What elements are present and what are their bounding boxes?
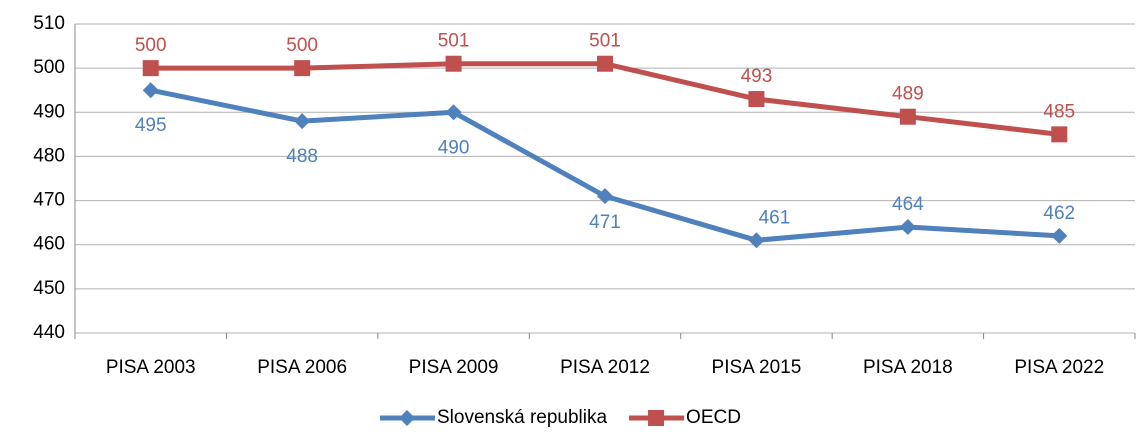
data-point (597, 55, 613, 72)
data-label: 464 (892, 194, 924, 215)
data-point (1051, 227, 1068, 244)
data-point (1051, 126, 1068, 143)
data-point (445, 104, 462, 121)
data-point (899, 108, 916, 125)
data-point (899, 219, 916, 236)
x-tick-label: PISA 2009 (409, 357, 499, 378)
y-tick-label: 450 (33, 278, 65, 299)
y-tick-label: 490 (33, 101, 65, 122)
data-label: 462 (1043, 203, 1075, 224)
x-tick-label: PISA 2022 (1014, 357, 1104, 378)
data-label: 493 (741, 66, 773, 87)
data-label: 501 (589, 31, 621, 52)
data-point (748, 232, 765, 249)
x-tick-label: PISA 2018 (863, 357, 953, 378)
legend-label: OECD (686, 407, 741, 428)
y-tick-label: 440 (33, 322, 65, 343)
data-point (748, 91, 765, 108)
data-label: 500 (286, 35, 318, 56)
legend-marker (648, 410, 665, 426)
y-tick-label: 460 (33, 234, 65, 255)
y-tick-label: 510 (33, 13, 65, 34)
data-label: 501 (438, 31, 470, 52)
data-label: 485 (1043, 101, 1075, 122)
x-tick-label: PISA 2006 (257, 357, 347, 378)
data-point (445, 55, 462, 72)
y-tick-label: 500 (33, 57, 65, 78)
data-label: 461 (759, 207, 791, 228)
data-label: 489 (892, 84, 924, 105)
data-label: 490 (438, 137, 470, 158)
data-label: 495 (135, 115, 167, 136)
x-tick-label: PISA 2015 (712, 357, 802, 378)
legend-label: Slovenská republika (437, 407, 607, 428)
data-point (142, 60, 159, 77)
data-point (142, 82, 159, 99)
x-tick-label: PISA 2012 (560, 357, 650, 378)
data-label: 488 (286, 146, 318, 167)
data-point (294, 113, 311, 130)
data-label: 471 (589, 212, 621, 233)
y-tick-label: 470 (33, 190, 65, 211)
data-label: 500 (135, 35, 167, 56)
data-point (597, 188, 613, 205)
x-tick-label: PISA 2003 (106, 357, 196, 378)
legend-marker (399, 410, 415, 426)
y-tick-label: 480 (33, 145, 65, 166)
data-point (294, 60, 311, 77)
